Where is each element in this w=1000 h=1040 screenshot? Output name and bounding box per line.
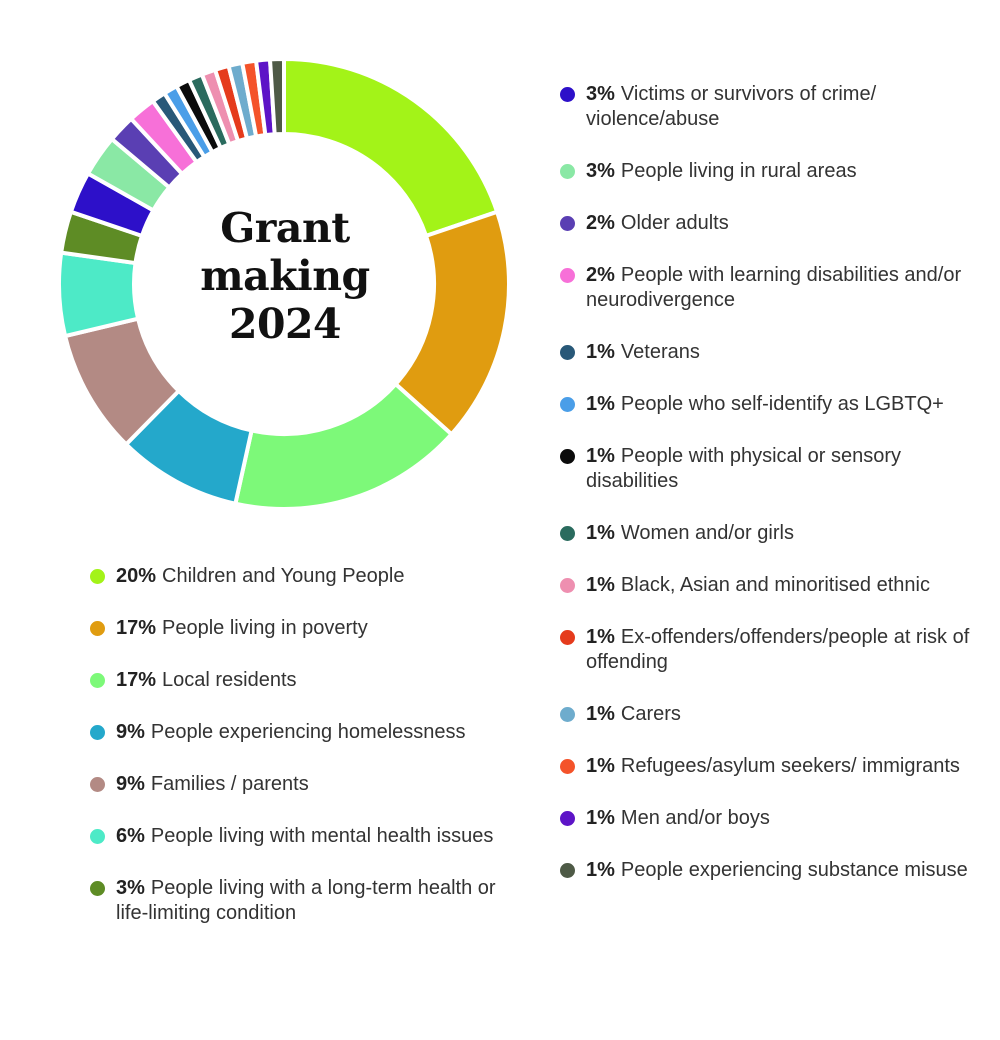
legend-dot-icon — [560, 578, 575, 593]
legend-dot-icon — [560, 397, 575, 412]
legend-dot-icon — [560, 707, 575, 722]
chart-title-line-1: Grant — [220, 204, 350, 252]
legend-label: People living in rural areas — [620, 160, 857, 182]
chart-title-line-3: 2024 — [228, 300, 342, 348]
legend-percentage: 1% — [586, 393, 615, 415]
legend-item: 3% People living in rural areas — [560, 159, 980, 184]
legend-dot-icon — [560, 164, 575, 179]
legend-label: Men and/or boys — [620, 807, 770, 829]
legend-label: People with physical or sensory disabili… — [586, 445, 902, 492]
legend-percentage: 1% — [586, 703, 615, 725]
legend-percentage: 9% — [116, 773, 145, 795]
legend-item: 1% Refugees/asylum seekers/ immigrants — [560, 754, 980, 779]
legend-dot-icon — [90, 881, 105, 896]
chart-title-line-2: making — [200, 252, 370, 300]
legend-dot-icon — [560, 526, 575, 541]
legend-item: 9% Families / parents — [90, 772, 500, 797]
legend-percentage: 1% — [586, 859, 615, 881]
legend-label: Carers — [620, 703, 681, 725]
legend-label: Black, Asian and minoritised ethnic — [620, 574, 930, 596]
legend-label: Ex-offenders/offenders/people at risk of… — [586, 626, 970, 673]
legend-percentage: 2% — [586, 264, 615, 286]
legend-label: Women and/or girls — [620, 522, 794, 544]
legend-dot-icon — [560, 811, 575, 826]
legend-item: 1% Carers — [560, 702, 980, 727]
legend-dot-icon — [560, 87, 575, 102]
legend-item: 3% Victims or survivors of crime/ violenc… — [560, 82, 980, 132]
legend-percentage: 17% — [116, 669, 157, 691]
legend-percentage: 1% — [586, 574, 615, 596]
legend-dot-icon — [90, 829, 105, 844]
legend-dot-icon — [90, 725, 105, 740]
legend-label: Families / parents — [150, 773, 309, 795]
legend-dot-icon — [90, 777, 105, 792]
legend-label: Refugees/asylum seekers/ immigrants — [620, 755, 960, 777]
legend-item: 6% People living with mental health issue… — [90, 824, 500, 849]
legend-percentage: 6% — [116, 825, 145, 847]
legend-percentage: 9% — [116, 721, 145, 743]
legend-label: Children and Young People — [162, 565, 405, 587]
legend-label: Local residents — [162, 669, 297, 691]
legend-item: 3% People living with a long-term health … — [90, 876, 500, 926]
legend-percentage: 1% — [586, 807, 615, 829]
donut-slice — [233, 382, 454, 511]
legend-label: Victims or survivors of crime/ violence/… — [586, 83, 877, 130]
legend-percentage: 1% — [586, 445, 615, 467]
legend-percentage: 3% — [586, 83, 615, 105]
legend-item: 17% Local residents — [90, 668, 500, 693]
legend-dot-icon — [560, 630, 575, 645]
legend-dot-icon — [560, 345, 575, 360]
legend-dot-icon — [560, 863, 575, 878]
legend-dot-icon — [560, 268, 575, 283]
legend-percentage: 3% — [586, 160, 615, 182]
donut-slice — [268, 57, 286, 137]
legend-percentage: 3% — [116, 877, 145, 899]
legend-label: Veterans — [620, 341, 700, 363]
chart-title: Grant making 2024 — [140, 204, 430, 348]
legend-percentage: 1% — [586, 755, 615, 777]
legend-label: People who self-identify as LGBTQ+ — [620, 393, 944, 415]
legend-item: 1% People experiencing substance misuse — [560, 858, 980, 883]
donut-slice — [57, 250, 141, 339]
legend-item: 1% Men and/or boys — [560, 806, 980, 831]
legend-item: 17% People living in poverty — [90, 616, 500, 641]
legend-left-column: 20% Children and Young People 17% People li… — [90, 564, 500, 953]
legend-dot-icon — [560, 216, 575, 231]
legend-label: People living in poverty — [162, 617, 368, 639]
legend-label: People experiencing substance misuse — [620, 859, 968, 881]
legend-item: 1% Women and/or girls — [560, 521, 980, 546]
legend-dot-icon — [90, 621, 105, 636]
legend-percentage: 1% — [586, 522, 615, 544]
legend-item: 2% Older adults — [560, 211, 980, 236]
legend-dot-icon — [560, 759, 575, 774]
legend-label: People living with a long-term health or… — [116, 877, 496, 924]
legend-item: 1% Black, Asian and minoritised ethnic — [560, 573, 980, 598]
legend-dot-icon — [560, 449, 575, 464]
legend-percentage: 1% — [586, 341, 615, 363]
legend-item: 1% Ex-offenders/offenders/people at risk … — [560, 625, 980, 675]
legend-label: People with learning disabilities and/or… — [586, 264, 962, 311]
legend-item: 1% People with physical or sensory disabi… — [560, 444, 980, 494]
legend-percentage: 17% — [116, 617, 157, 639]
legend-item: 1% People who self-identify as LGBTQ+ — [560, 392, 980, 417]
legend-item: 2% People with learning disabilities and/… — [560, 263, 980, 313]
legend-percentage: 20% — [116, 565, 157, 587]
legend-percentage: 2% — [586, 212, 615, 234]
legend-label: People living with mental health issues — [150, 825, 494, 847]
legend-right-column: 3% Victims or survivors of crime/ violenc… — [560, 82, 980, 910]
legend-dot-icon — [90, 569, 105, 584]
legend-item: 1% Veterans — [560, 340, 980, 365]
legend-item: 20% Children and Young People — [90, 564, 500, 589]
legend-dot-icon — [90, 673, 105, 688]
legend-percentage: 1% — [586, 626, 615, 648]
legend-label: Older adults — [620, 212, 729, 234]
legend-item: 9% People experiencing homelessness — [90, 720, 500, 745]
legend-label: People experiencing homelessness — [150, 721, 466, 743]
